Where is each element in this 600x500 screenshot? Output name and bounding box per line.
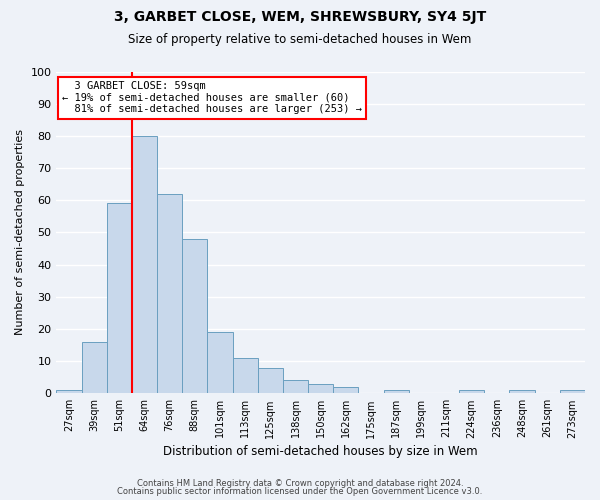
Y-axis label: Number of semi-detached properties: Number of semi-detached properties — [15, 130, 25, 336]
X-axis label: Distribution of semi-detached houses by size in Wem: Distribution of semi-detached houses by … — [163, 444, 478, 458]
Text: 3, GARBET CLOSE, WEM, SHREWSBURY, SY4 5JT: 3, GARBET CLOSE, WEM, SHREWSBURY, SY4 5J… — [114, 10, 486, 24]
Bar — [56, 390, 82, 394]
Text: Contains public sector information licensed under the Open Government Licence v3: Contains public sector information licen… — [118, 487, 482, 496]
Text: Contains HM Land Registry data © Crown copyright and database right 2024.: Contains HM Land Registry data © Crown c… — [137, 478, 463, 488]
Bar — [459, 390, 484, 394]
Bar — [82, 342, 107, 394]
Bar — [157, 194, 182, 394]
Bar — [383, 390, 409, 394]
Bar — [308, 384, 333, 394]
Bar — [132, 136, 157, 394]
Bar — [283, 380, 308, 394]
Bar — [333, 387, 358, 394]
Bar — [509, 390, 535, 394]
Text: Size of property relative to semi-detached houses in Wem: Size of property relative to semi-detach… — [128, 32, 472, 46]
Text: 3 GARBET CLOSE: 59sqm
← 19% of semi-detached houses are smaller (60)
  81% of se: 3 GARBET CLOSE: 59sqm ← 19% of semi-deta… — [62, 81, 362, 114]
Bar — [258, 368, 283, 394]
Bar — [107, 204, 132, 394]
Bar — [182, 239, 208, 394]
Bar — [560, 390, 585, 394]
Bar — [233, 358, 258, 394]
Bar — [208, 332, 233, 394]
